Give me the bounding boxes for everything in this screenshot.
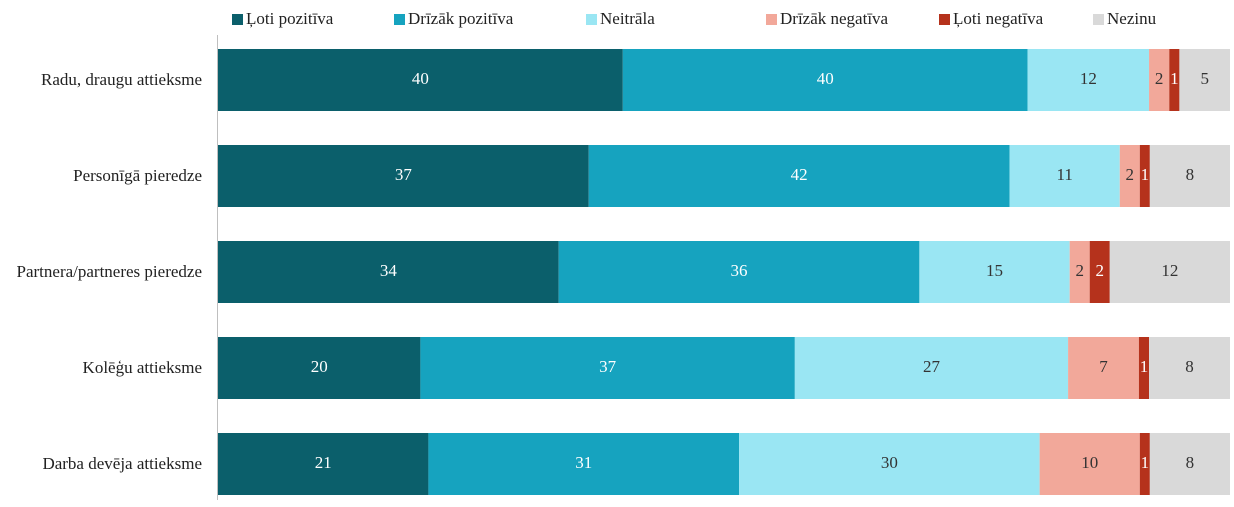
bar-segment (1068, 337, 1139, 399)
data-label: 12 (1161, 261, 1178, 280)
data-label: 42 (791, 165, 808, 184)
legend-label: Drīzāk pozitīva (408, 9, 514, 28)
data-label: 2 (1095, 261, 1104, 280)
legend-swatch (766, 14, 777, 25)
data-label: 1 (1140, 357, 1149, 376)
bar-segment (1149, 337, 1230, 399)
data-label: 1 (1170, 69, 1179, 88)
bar-segment (218, 433, 429, 495)
category-label: Kolēģu attieksme (82, 358, 202, 377)
bar-segment (1009, 145, 1120, 207)
data-label: 8 (1186, 165, 1195, 184)
bar-segment (428, 433, 740, 495)
category-label: Partnera/partneres pieredze (16, 262, 202, 281)
bar-segment (1139, 433, 1150, 495)
data-label: 15 (986, 261, 1003, 280)
data-label: 1 (1141, 453, 1150, 472)
data-label: 5 (1200, 69, 1209, 88)
legend-swatch (586, 14, 597, 25)
legend-swatch (1093, 14, 1104, 25)
bar-segment (1169, 49, 1180, 111)
data-label: 30 (881, 453, 898, 472)
data-label: 37 (599, 357, 617, 376)
legend-swatch (394, 14, 405, 25)
bar-segment (1138, 337, 1150, 399)
data-label: 34 (380, 261, 398, 280)
data-label: 2 (1155, 69, 1164, 88)
data-label: 8 (1185, 357, 1194, 376)
legend-swatch (232, 14, 243, 25)
bar-segment (1119, 145, 1140, 207)
data-label: 21 (315, 453, 332, 472)
bar-segment (218, 337, 421, 399)
bar-segment (1039, 433, 1140, 495)
bar-segment (1027, 49, 1150, 111)
category-label: Personīgā pieredze (73, 166, 202, 185)
data-label: 31 (575, 453, 592, 472)
data-label: 36 (731, 261, 748, 280)
bar-segment (588, 145, 1010, 207)
bar-segment (1139, 145, 1150, 207)
category-label: Darba devēja attieksme (42, 454, 202, 473)
legend-swatch (939, 14, 950, 25)
data-label: 7 (1099, 357, 1108, 376)
bar-segment (739, 433, 1040, 495)
legend-label: Nezinu (1107, 9, 1157, 28)
data-label: 11 (1056, 165, 1072, 184)
legend-label: Neitrāla (600, 9, 655, 28)
bar-segment (218, 49, 623, 111)
bar-segment (919, 241, 1070, 303)
legend-label: Drīzāk negatīva (780, 9, 889, 28)
bar-segment (558, 241, 920, 303)
data-label: 27 (923, 357, 941, 376)
bar-segment (1109, 241, 1230, 303)
bar-segment (218, 241, 559, 303)
data-label: 2 (1126, 165, 1135, 184)
data-label: 40 (412, 69, 429, 88)
data-label: 37 (395, 165, 413, 184)
legend-label: Ļoti pozitīva (246, 9, 334, 28)
data-label: 40 (817, 69, 834, 88)
bar-segment (1179, 49, 1230, 111)
data-label: 2 (1075, 261, 1084, 280)
bar-segment (794, 337, 1069, 399)
bar-segment (1149, 145, 1230, 207)
legend-label: Ļoti negatīva (953, 9, 1044, 28)
data-label: 12 (1080, 69, 1097, 88)
data-label: 20 (311, 357, 328, 376)
data-label: 1 (1141, 165, 1150, 184)
bar-segment (622, 49, 1028, 111)
bar-segment (1089, 241, 1110, 303)
bar-segment (218, 145, 589, 207)
data-label: 8 (1186, 453, 1195, 472)
category-label: Radu, draugu attieksme (41, 70, 202, 89)
bar-segment (1069, 241, 1090, 303)
data-label: 10 (1081, 453, 1098, 472)
bar-segment (1149, 433, 1230, 495)
bar-segment (1149, 49, 1170, 111)
bar-segment (420, 337, 795, 399)
